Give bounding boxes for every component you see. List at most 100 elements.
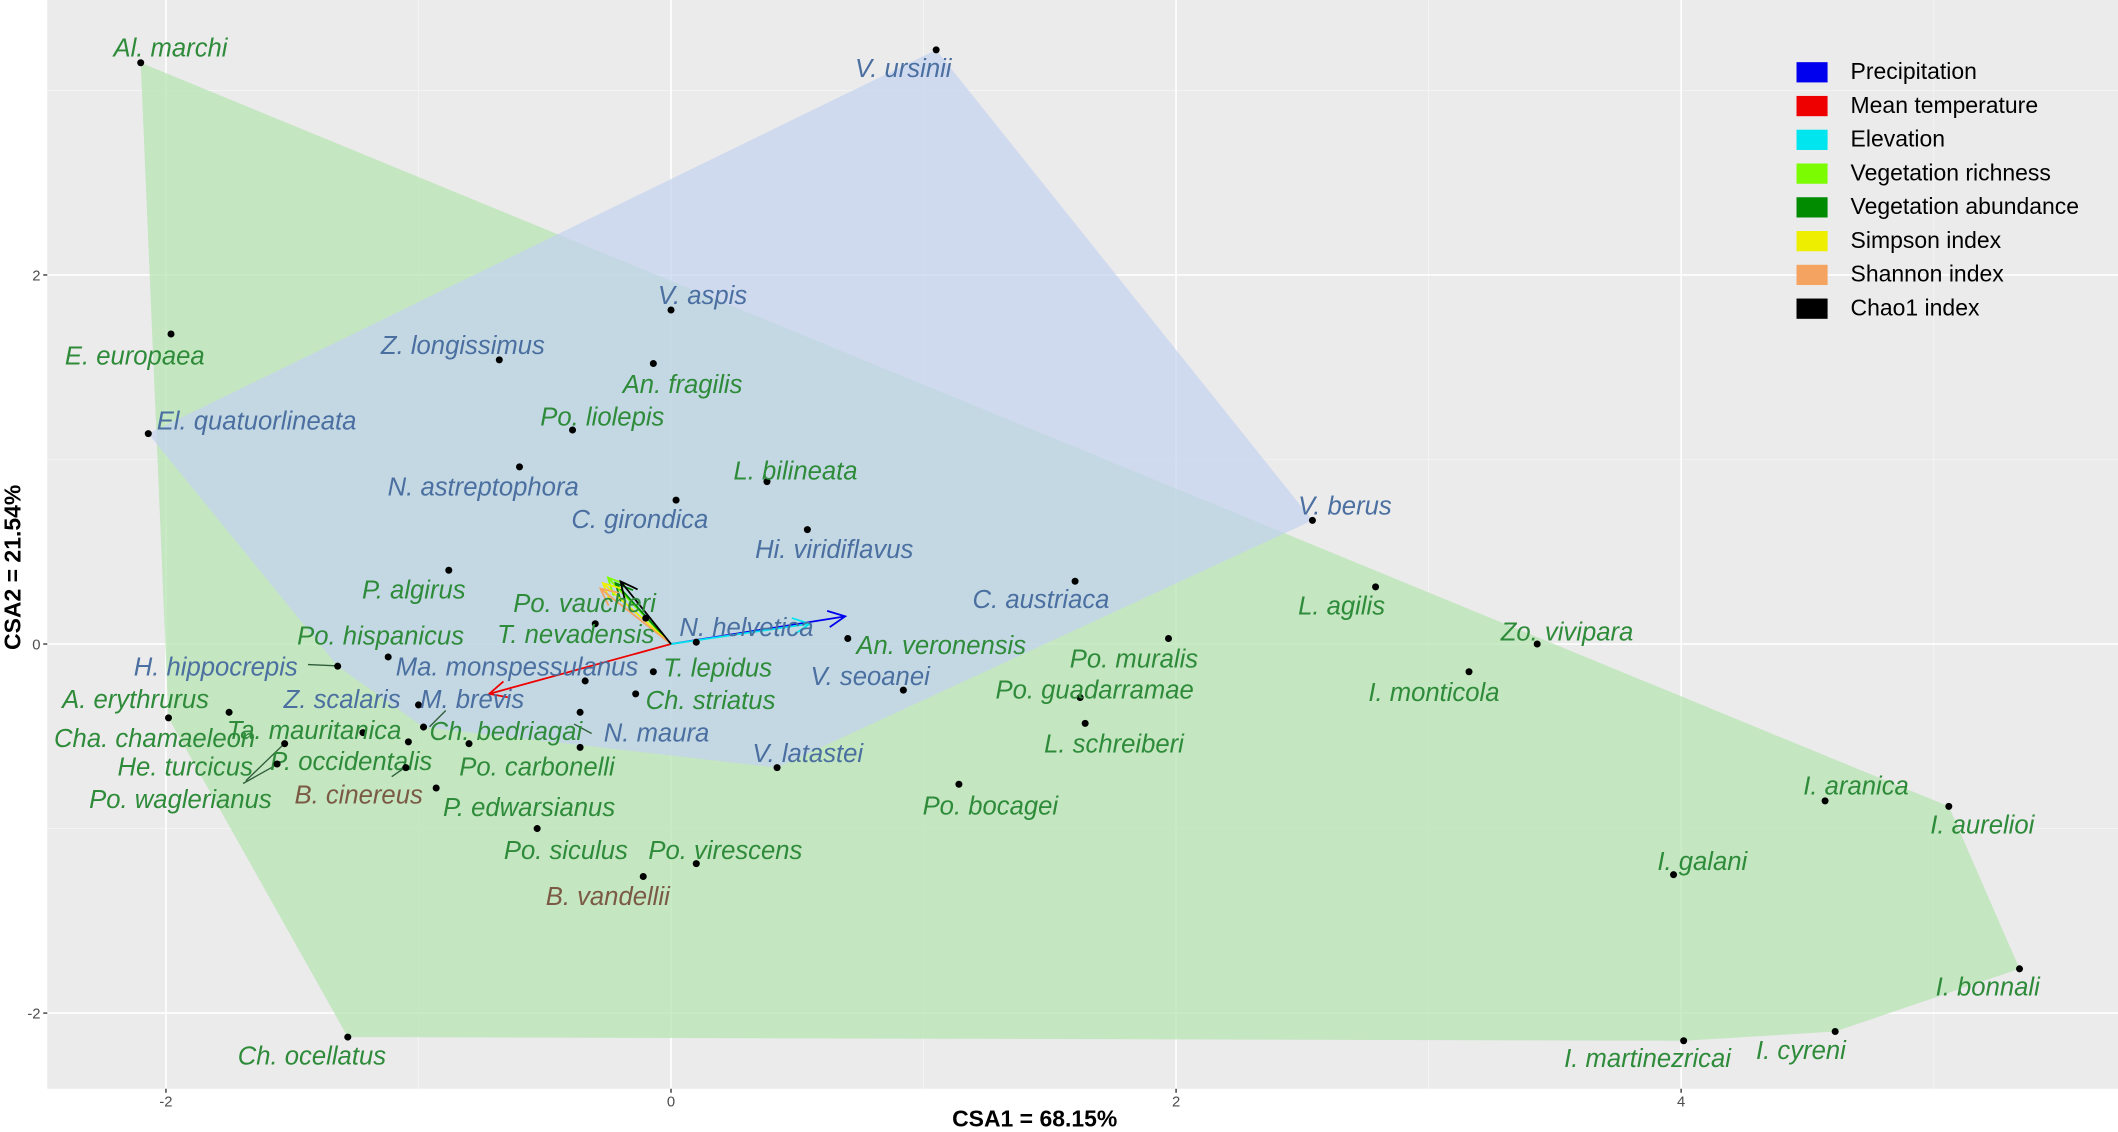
point-label: Hi. viridiflavus: [755, 536, 913, 564]
point-label: Z. longissimus: [380, 332, 545, 360]
point-label: Ta. mauritanica: [227, 717, 401, 745]
point-label: Zo. vivipara: [1500, 618, 1634, 646]
arrow: [598, 587, 672, 645]
point: [344, 1033, 352, 1041]
point-label: An. veronensis: [854, 632, 1026, 660]
point: [404, 738, 412, 746]
point-label: E. europaea: [65, 343, 205, 371]
point: [167, 330, 175, 338]
point-label: P. edwarsianus: [443, 794, 615, 822]
point-label: P. algirus: [362, 576, 466, 604]
point-label: L. agilis: [1298, 593, 1385, 621]
point: [414, 701, 423, 709]
point: [1533, 640, 1541, 648]
point: [533, 825, 541, 833]
y-tick-label: -2: [27, 1006, 40, 1022]
x-tick-label: 2: [1172, 1094, 1180, 1110]
point: [844, 634, 852, 643]
point: [773, 764, 781, 772]
point: [384, 653, 392, 661]
point: [334, 662, 342, 670]
legend-label: Shannon index: [1851, 261, 2005, 287]
point-label: Ch. bedriagai: [430, 718, 584, 746]
point: [1081, 719, 1089, 727]
point: [432, 784, 440, 792]
point: [402, 764, 410, 772]
point: [420, 723, 428, 731]
point-label: Ma. monspessulanus: [396, 653, 639, 681]
point: [581, 677, 589, 685]
point-label: P. occidentalis: [270, 748, 432, 776]
point: [576, 743, 584, 751]
point: [144, 430, 152, 438]
point-label: M. brevis: [420, 686, 524, 714]
point-label: I. martinezricai: [1564, 1045, 1732, 1073]
point: [225, 708, 233, 716]
point-label: B. cinereus: [294, 782, 423, 810]
point-label: I. aranica: [1803, 772, 1909, 800]
point-label: Ch. striatus: [646, 687, 776, 715]
legend-swatch: [1796, 231, 1828, 252]
legend: Precipitation Mean temperature Elevation Ve…: [1796, 58, 2079, 320]
point-label: B. vandellii: [546, 883, 671, 911]
point-label: Ch. ocellatus: [238, 1042, 386, 1070]
point-label: I. monticola: [1368, 679, 1499, 707]
point: [359, 729, 367, 737]
point: [591, 620, 599, 628]
legend-swatch: [1796, 197, 1828, 218]
legend-label: Chao1 index: [1851, 294, 1980, 320]
point-label: Cha. chamaeleon: [54, 725, 255, 753]
point: [803, 526, 811, 534]
point: [515, 463, 524, 471]
point-label: I. aurelioi: [1930, 811, 2035, 839]
point: [281, 740, 289, 748]
point-label: N. helvetica: [679, 614, 813, 642]
point: [164, 714, 173, 722]
leader-line: [242, 763, 278, 785]
point: [569, 426, 577, 434]
point-label: Po. guadarramae: [996, 676, 1194, 704]
point-label: I. cyreni: [1756, 1037, 1847, 1065]
point-label: T. lepidus: [663, 655, 772, 683]
y-tick-label: 2: [32, 268, 40, 284]
point: [1821, 797, 1829, 805]
legend-label: Mean temperature: [1851, 92, 2039, 118]
point: [495, 356, 503, 364]
point: [649, 360, 657, 368]
point: [899, 686, 907, 694]
leader-line: [429, 710, 447, 728]
point: [445, 566, 453, 574]
point: [1465, 668, 1473, 676]
point-label: T. nevadensis: [497, 621, 655, 649]
legend-swatch: [1796, 298, 1828, 319]
point: [672, 496, 680, 504]
leader-line: [307, 663, 340, 667]
point-label: Al. marchi: [111, 35, 228, 63]
point-label: Po. carbonelli: [459, 753, 616, 781]
legend-label: Elevation: [1851, 126, 1945, 152]
point: [639, 873, 647, 881]
point-label: An. fragilis: [621, 371, 743, 399]
point: [273, 760, 281, 768]
point: [632, 690, 640, 698]
point: [649, 668, 657, 676]
point: [2016, 965, 2024, 973]
arrow: [619, 579, 672, 645]
leader-line: [245, 743, 285, 782]
point-label: Po. bocagei: [923, 793, 1060, 821]
point-label: N. astreptophora: [388, 474, 579, 502]
legend-swatch: [1796, 129, 1828, 150]
point-label: Z. scalaris: [283, 686, 401, 714]
point-label: Po. muralis: [1070, 645, 1198, 673]
point-label: V. latastei: [752, 740, 864, 768]
x-tick-label: 0: [667, 1094, 675, 1110]
point-label: Po. waglerianus: [89, 786, 272, 814]
point: [1372, 583, 1380, 591]
point: [1076, 694, 1084, 702]
point-label: L. bilineata: [733, 458, 857, 486]
point-label: Po. hispanicus: [297, 622, 464, 650]
x-tick-label: -2: [159, 1094, 172, 1110]
legend-swatch: [1796, 163, 1828, 184]
